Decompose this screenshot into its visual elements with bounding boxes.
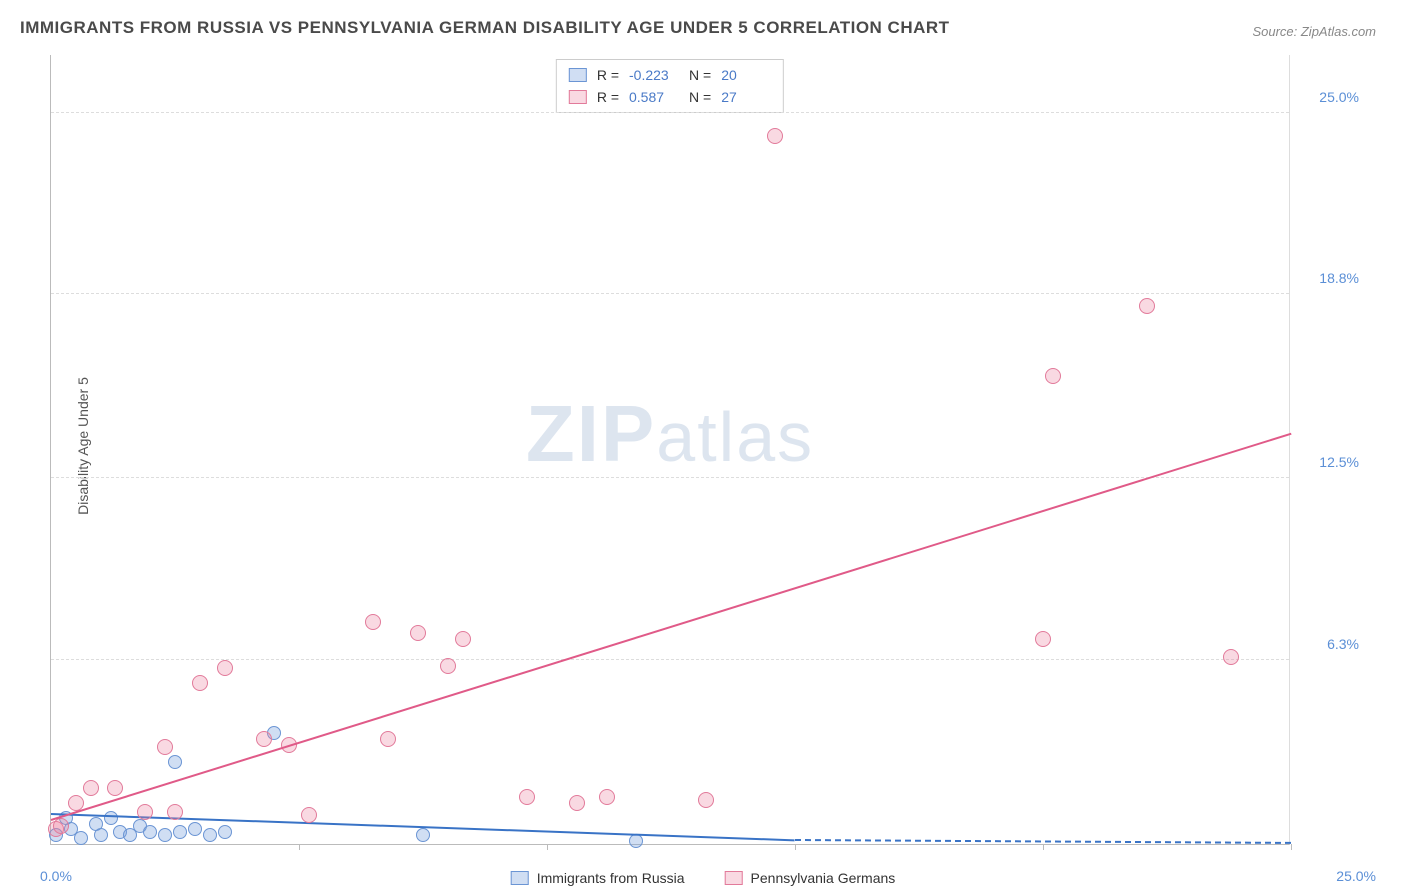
legend-series-name: Immigrants from Russia — [537, 870, 685, 886]
scatter-point-russia — [143, 825, 157, 839]
x-axis-origin-label: 0.0% — [40, 868, 72, 884]
legend-r-value: -0.223 — [629, 64, 679, 86]
scatter-point-pa_german — [83, 780, 99, 796]
x-tick — [795, 844, 796, 850]
scatter-point-pa_german — [301, 807, 317, 823]
legend-series-name: Pennsylvania Germans — [751, 870, 896, 886]
legend-swatch — [569, 90, 587, 104]
y-tick-label: 6.3% — [1299, 636, 1359, 652]
legend-r-value: 0.587 — [629, 86, 679, 108]
legend-n-value: 27 — [721, 86, 771, 108]
x-tick — [1291, 844, 1292, 850]
x-tick — [547, 844, 548, 850]
legend-r-label: R = — [597, 64, 619, 86]
scatter-point-russia — [173, 825, 187, 839]
x-tick — [299, 844, 300, 850]
scatter-point-pa_german — [455, 631, 471, 647]
scatter-point-russia — [218, 825, 232, 839]
scatter-point-pa_german — [440, 658, 456, 674]
scatter-point-pa_german — [767, 128, 783, 144]
scatter-point-pa_german — [365, 614, 381, 630]
legend-item-pa_german: Pennsylvania Germans — [725, 870, 896, 886]
scatter-point-russia — [188, 822, 202, 836]
scatter-point-russia — [104, 811, 118, 825]
trend-line — [51, 432, 1292, 820]
scatter-point-pa_german — [519, 789, 535, 805]
scatter-point-pa_german — [1035, 631, 1051, 647]
x-axis-max-label: 25.0% — [1336, 868, 1376, 884]
scatter-point-russia — [416, 828, 430, 842]
series-legend: Immigrants from Russia Pennsylvania Germa… — [511, 870, 896, 886]
scatter-point-russia — [94, 828, 108, 842]
scatter-point-pa_german — [1139, 298, 1155, 314]
scatter-point-pa_german — [137, 804, 153, 820]
gridline — [51, 112, 1289, 113]
scatter-point-pa_german — [1045, 368, 1061, 384]
chart-title: IMMIGRANTS FROM RUSSIA VS PENNSYLVANIA G… — [20, 18, 950, 38]
scatter-point-pa_german — [380, 731, 396, 747]
scatter-point-pa_german — [1223, 649, 1239, 665]
scatter-point-pa_german — [217, 660, 233, 676]
gridline — [51, 293, 1289, 294]
correlation-legend: R = -0.223 N = 20 R = 0.587 N = 27 — [556, 59, 784, 113]
scatter-point-russia — [168, 755, 182, 769]
scatter-point-pa_german — [192, 675, 208, 691]
scatter-point-russia — [629, 834, 643, 848]
legend-r-label: R = — [597, 86, 619, 108]
watermark: ZIPatlas — [526, 388, 814, 480]
legend-row-pa_german: R = 0.587 N = 27 — [569, 86, 771, 108]
scatter-point-pa_german — [569, 795, 585, 811]
scatter-point-russia — [158, 828, 172, 842]
scatter-point-pa_german — [599, 789, 615, 805]
legend-n-label: N = — [689, 86, 711, 108]
scatter-point-pa_german — [410, 625, 426, 641]
legend-swatch — [569, 68, 587, 82]
scatter-point-pa_german — [53, 818, 69, 834]
scatter-point-pa_german — [157, 739, 173, 755]
x-tick — [1043, 844, 1044, 850]
scatter-point-russia — [203, 828, 217, 842]
legend-n-label: N = — [689, 64, 711, 86]
legend-n-value: 20 — [721, 64, 771, 86]
plot-area: ZIPatlas R = -0.223 N = 20 R = 0.587 N = 27… — [50, 55, 1290, 845]
y-tick-label: 12.5% — [1299, 454, 1359, 470]
legend-swatch — [725, 871, 743, 885]
legend-row-russia: R = -0.223 N = 20 — [569, 64, 771, 86]
source-attribution: Source: ZipAtlas.com — [1252, 24, 1376, 39]
y-tick-label: 25.0% — [1299, 89, 1359, 105]
scatter-point-pa_german — [256, 731, 272, 747]
legend-item-russia: Immigrants from Russia — [511, 870, 685, 886]
gridline — [51, 659, 1289, 660]
scatter-point-pa_german — [167, 804, 183, 820]
gridline — [51, 477, 1289, 478]
y-tick-label: 18.8% — [1299, 270, 1359, 286]
scatter-point-pa_german — [698, 792, 714, 808]
legend-swatch — [511, 871, 529, 885]
scatter-point-pa_german — [107, 780, 123, 796]
